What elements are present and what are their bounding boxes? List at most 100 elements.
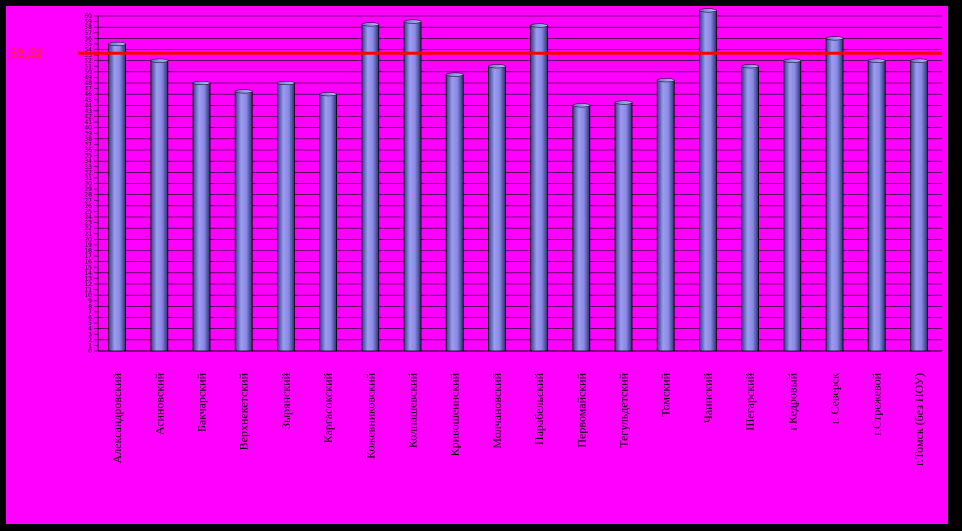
bar <box>150 60 169 352</box>
category-label: Александровский <box>110 372 124 463</box>
y-tick-label: 55 <box>84 41 92 48</box>
bar <box>741 65 759 352</box>
bar <box>192 82 211 352</box>
bar <box>867 60 886 352</box>
category-label: г.Стрежевой <box>870 372 884 435</box>
y-tick-label: 52 <box>84 58 92 65</box>
y-tick-label: 13 <box>84 275 92 282</box>
y-tick-label: 47 <box>84 86 92 93</box>
bar <box>361 23 380 352</box>
y-tick-label: 39 <box>84 130 92 137</box>
bar <box>445 74 464 352</box>
y-tick-label: 38 <box>84 136 92 143</box>
category-label: Верхнекетский <box>237 372 251 450</box>
bar <box>783 60 802 352</box>
y-tick-label: 57 <box>84 30 92 37</box>
y-tick-label: 7 <box>88 309 92 316</box>
y-tick-label: 12 <box>84 281 92 288</box>
y-tick-label: 16 <box>84 259 92 266</box>
y-tick-label: 15 <box>84 264 92 271</box>
y-tick-label: 2 <box>88 337 92 344</box>
bar-top <box>699 8 717 13</box>
bar-top <box>319 92 337 97</box>
y-tick-label: 48 <box>84 80 92 87</box>
bar-top <box>277 80 295 86</box>
bar-top <box>530 23 548 28</box>
category-label: Бакчарский <box>195 372 209 432</box>
y-tick-label: 26 <box>84 203 92 210</box>
bar-top <box>108 41 126 46</box>
category-label: Кожевниковский <box>363 372 377 458</box>
y-tick-label: 14 <box>84 270 92 277</box>
bar-top <box>910 58 928 63</box>
y-tick-label: 58 <box>84 24 92 31</box>
y-tick-label: 51 <box>84 63 92 70</box>
category-label: Парабельский <box>532 372 546 445</box>
bar-top <box>572 103 591 108</box>
category-label: Чаинский <box>701 372 715 423</box>
bar-top <box>403 19 422 24</box>
bar-top <box>445 72 464 77</box>
bar <box>319 93 338 352</box>
bar <box>487 65 506 352</box>
chart-frame: 0 1 2 3 4 5 6 7 8 9 10 11 12 13 14 15 16 17 18 19 20 21 22 23 24… <box>6 6 948 524</box>
y-tick-label: 40 <box>84 125 92 132</box>
bar <box>656 79 675 352</box>
y-tick-label: 10 <box>84 292 92 299</box>
y-tick-label: 37 <box>84 141 92 148</box>
y-tick-label: 29 <box>84 186 92 193</box>
y-tick-label: 49 <box>84 74 92 81</box>
y-axis: 0123456789101112131415161718192021222324… <box>84 13 942 355</box>
y-tick-label: 54 <box>84 47 92 54</box>
y-tick-label: 33 <box>84 164 92 171</box>
bar <box>572 104 591 352</box>
y-tick-label: 45 <box>84 97 92 104</box>
y-tick-label: 36 <box>84 147 92 154</box>
category-label: Асиновский <box>152 372 166 435</box>
y-tick-label: 46 <box>84 91 92 98</box>
y-tick-label: 19 <box>84 242 92 249</box>
bar <box>825 37 844 352</box>
y-tick-label: 53 <box>84 52 92 59</box>
bar <box>276 82 295 352</box>
y-tick-label: 4 <box>88 326 92 333</box>
category-label: г. Северск <box>828 373 842 424</box>
y-tick-label: 6 <box>88 315 92 322</box>
bar <box>614 102 633 352</box>
y-tick-label: 21 <box>84 231 92 238</box>
category-labels: Александровский Асиновский Бакчарский Верхн… <box>110 372 926 465</box>
average-line-group: 53,32 <box>10 45 942 60</box>
y-tick-label: 0 <box>88 348 92 355</box>
y-tick-label: 44 <box>84 102 92 109</box>
category-label: Первомайский <box>574 372 588 447</box>
y-tick-label: 56 <box>84 35 92 42</box>
category-label: г.Кедровый <box>785 372 799 430</box>
bar <box>910 60 928 352</box>
category-label: Молчановский <box>490 372 504 448</box>
bar-top <box>150 58 169 63</box>
bar <box>234 90 253 352</box>
y-tick-label: 60 <box>84 13 92 20</box>
y-tick-label: 22 <box>84 225 92 232</box>
y-tick-label: 42 <box>84 114 92 121</box>
bar <box>530 25 548 352</box>
bar-top <box>741 64 759 69</box>
y-tick-label: 30 <box>84 181 92 188</box>
y-tick-label: 50 <box>84 69 92 76</box>
category-label: Каргасокский <box>321 372 335 443</box>
grid-layer <box>98 15 942 352</box>
y-tick-label: 27 <box>84 197 92 204</box>
y-tick-label: 32 <box>84 169 92 176</box>
y-tick-label: 20 <box>84 236 92 243</box>
y-tick-label: 59 <box>84 19 92 26</box>
category-label: г.Томск (без НОУ) <box>912 373 926 466</box>
y-tick-label: 43 <box>84 108 92 115</box>
bar-top <box>488 64 506 69</box>
category-label: Зырянский <box>279 372 293 429</box>
bar-top <box>656 78 675 83</box>
bar-top <box>361 22 380 27</box>
bar-top <box>192 80 211 86</box>
y-tick-label: 41 <box>84 119 92 126</box>
y-tick-label: 17 <box>84 253 92 260</box>
category-label: Тегульдетский <box>617 372 631 447</box>
